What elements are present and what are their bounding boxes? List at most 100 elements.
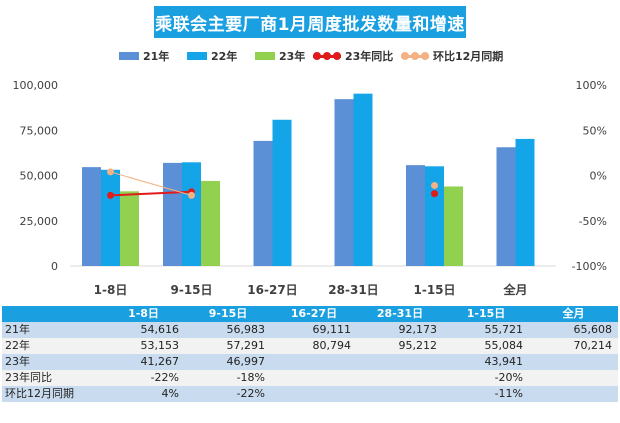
chart-legend: 21年 22年 23年 23年同比 环比12 (0, 45, 620, 67)
table-cell: 80,794 (271, 338, 357, 354)
bar-22年 (182, 162, 201, 266)
point-环比12月同期 (431, 181, 438, 189)
x-tick-label: 28-31日 (328, 283, 378, 297)
y-left-tick-label: 0 (51, 260, 58, 273)
legend-line-yoy (313, 51, 341, 61)
table-header-cell: 16-27日 (271, 306, 357, 322)
x-tick-label: 9-15日 (170, 283, 212, 297)
table-header-cell: 28-31日 (357, 306, 443, 322)
table-header-cell (2, 306, 102, 322)
line-环比12月同期 (110, 171, 192, 196)
table-cell: 95,212 (357, 338, 443, 354)
table-cell: 65,608 (529, 322, 618, 338)
row-label: 23年 (2, 354, 102, 370)
legend-item-mom: 环比12月同期 (401, 45, 503, 67)
bar-22年 (425, 166, 444, 266)
y-right-tick-label: -100% (572, 260, 607, 273)
bar-22年 (515, 138, 535, 266)
table-header-cell: 1-15日 (443, 306, 529, 322)
table-cell: 55,721 (443, 322, 529, 338)
table-cell: 70,214 (529, 338, 618, 354)
table-cell (529, 386, 618, 402)
point-环比12月同期 (188, 191, 195, 199)
table-cell: -18% (185, 370, 271, 386)
table-header-cell: 1-8日 (102, 306, 185, 322)
table-cell (357, 386, 443, 402)
table-cell: -11% (443, 386, 529, 402)
y-right-tick-label: 0% (590, 170, 607, 183)
table-cell: -20% (443, 370, 529, 386)
x-tick-label: 全月 (502, 282, 527, 297)
y-left-tick-label: 25,000 (20, 215, 59, 228)
x-tick-label: 16-27日 (247, 283, 297, 297)
bar-21年 (406, 165, 425, 266)
table-cell (529, 370, 618, 386)
point-环比12月同期 (107, 168, 114, 176)
x-tick-label: 1-15日 (413, 283, 455, 297)
legend-label-22: 22年 (211, 50, 238, 63)
point-23年同比 (107, 191, 114, 199)
table-cell: 53,153 (102, 338, 185, 354)
table-cell (357, 370, 443, 386)
y-right-tick-label: 50% (583, 124, 607, 137)
table-row: 23年 41,267 46,997 43,941 (2, 354, 618, 370)
plot-area: 0 25,000 50,000 75,000 100,000 -100% -50% 0% 50%… (13, 79, 608, 297)
legend-label-21: 21年 (143, 50, 170, 63)
legend-item-21: 21年 (119, 45, 169, 67)
table-cell (271, 354, 357, 370)
table-header-cell: 9-15日 (185, 306, 271, 322)
line-23年同比 (110, 190, 192, 197)
legend-swatch-21 (119, 52, 139, 60)
bar-22年 (272, 119, 292, 266)
row-label: 23年同比 (2, 370, 102, 386)
legend-swatch-23 (255, 52, 275, 60)
table-cell: 92,173 (357, 322, 443, 338)
table-cell: 57,291 (185, 338, 271, 354)
bar-22年 (353, 93, 373, 266)
table-row: 23年同比 -22% -18% -20% (2, 370, 618, 386)
legend-label-23: 23年 (279, 50, 306, 63)
row-label: 22年 (2, 338, 102, 354)
table-row: 22年 53,153 57,291 80,794 95,212 55,084 7… (2, 338, 618, 354)
bar-23年 (201, 180, 220, 266)
table-cell: 46,997 (185, 354, 271, 370)
table-cell: 43,941 (443, 354, 529, 370)
legend-swatch-22 (187, 52, 207, 60)
bar-21年 (496, 147, 516, 266)
table-cell (529, 354, 618, 370)
table-cell (357, 354, 443, 370)
table-cell: 55,084 (443, 338, 529, 354)
table-cell: -22% (185, 386, 271, 402)
legend-item-yoy: 23年同比 (313, 45, 393, 67)
bar-21年 (334, 99, 354, 266)
point-23年同比 (431, 190, 438, 198)
table-cell: 56,983 (185, 322, 271, 338)
legend-item-23: 23年 (255, 45, 305, 67)
table-header-cell: 全月 (529, 306, 618, 322)
bar-22年 (101, 169, 120, 266)
x-tick-label: 1-8日 (94, 283, 128, 297)
table-cell: 4% (102, 386, 185, 402)
bar-21年 (82, 167, 101, 266)
table-cell: 69,111 (271, 322, 357, 338)
legend-label-yoy: 23年同比 (345, 50, 394, 63)
y-right-tick-label: 100% (576, 79, 607, 92)
table-cell: -22% (102, 370, 185, 386)
legend-label-mom: 环比12月同期 (433, 50, 504, 63)
y-left-tick-label: 50,000 (20, 170, 59, 183)
y-left-tick-label: 100,000 (13, 79, 59, 92)
table-cell: 41,267 (102, 354, 185, 370)
y-right-tick-label: -50% (579, 215, 607, 228)
row-label: 环比12月同期 (2, 386, 102, 402)
table-cell (271, 370, 357, 386)
legend-line-mom (401, 51, 429, 61)
bar-21年 (253, 140, 273, 266)
row-label: 21年 (2, 322, 102, 338)
bar-23年 (444, 186, 463, 266)
table-header-row: 1-8日 9-15日 16-27日 28-31日 1-15日 全月 (2, 306, 618, 322)
chart-title: 乘联会主要厂商1月周度批发数量和增速 (154, 6, 466, 38)
legend-item-22: 22年 (187, 45, 237, 67)
table-cell: 54,616 (102, 322, 185, 338)
table-row: 21年 54,616 56,983 69,111 92,173 55,721 6… (2, 322, 618, 338)
